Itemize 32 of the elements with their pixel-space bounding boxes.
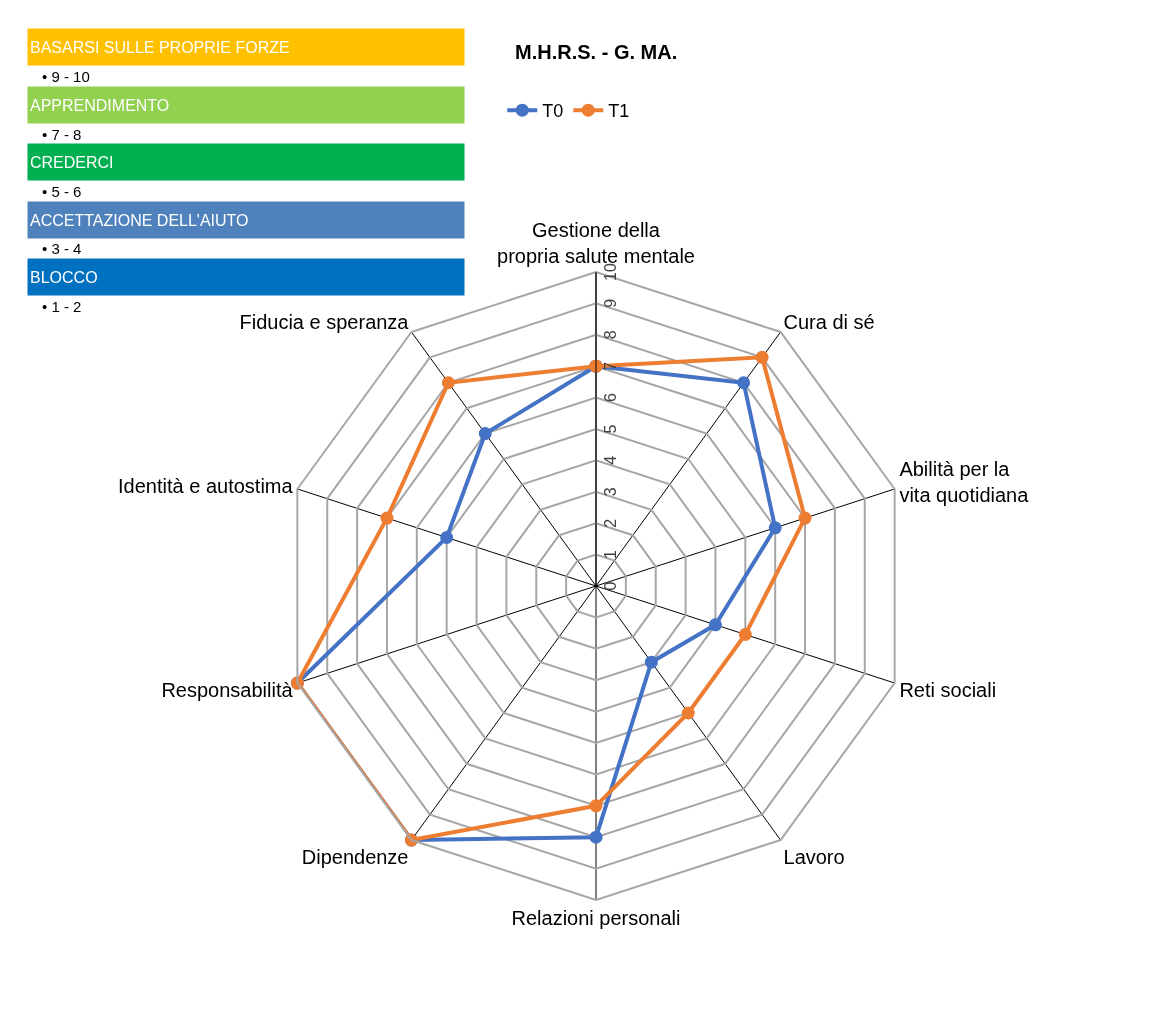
y-tick-label: 9 xyxy=(601,298,619,308)
y-tick-label: 1 xyxy=(601,550,619,560)
y-tick-label: 4 xyxy=(601,455,619,465)
spoke-label: Fiducia e speranza xyxy=(239,310,410,333)
spoke-label: Cura di sé xyxy=(783,310,875,333)
y-tick-label: 8 xyxy=(601,330,619,340)
legend-label: T0 xyxy=(542,101,564,122)
chart-title: M.H.R.S. - G. MA. xyxy=(515,41,678,63)
spoke-label: Identità e autostima xyxy=(118,474,294,497)
text: BASARSI SULLE PROPRIE FORZE xyxy=(30,38,290,56)
spoke-label: Reti sociali xyxy=(899,679,997,702)
spoke-label: Dipendenze xyxy=(301,846,409,869)
y-tick-label: 5 xyxy=(601,424,619,434)
y-tick-label: 7 xyxy=(601,361,619,371)
text: CREDERCI xyxy=(30,153,114,171)
spoke-label: Lavoro xyxy=(783,846,845,869)
text: ACCETTAZIONE DELL'AIUTO xyxy=(30,211,249,229)
spoke-label: Abilità per la vita quotidiana xyxy=(899,457,1030,506)
legend-label: T1 xyxy=(608,101,630,122)
text: • 3 - 4 xyxy=(42,240,82,257)
text: • 1 - 2 xyxy=(42,298,82,315)
spoke-label: Relazioni personali xyxy=(511,907,681,929)
text: • 9 - 10 xyxy=(42,68,90,85)
y-tick-label: 6 xyxy=(601,393,619,403)
text: BLOCCO xyxy=(30,268,98,286)
text: APPRENDIMENTO xyxy=(30,96,170,114)
y-tick-label: 2 xyxy=(601,518,619,528)
text: • 7 - 8 xyxy=(42,126,82,143)
y-tick-label: 3 xyxy=(601,487,619,497)
text: • 5 - 6 xyxy=(42,183,82,200)
spoke-label: Responsabilità xyxy=(161,679,294,702)
y-tick-label: 0 xyxy=(601,581,619,591)
